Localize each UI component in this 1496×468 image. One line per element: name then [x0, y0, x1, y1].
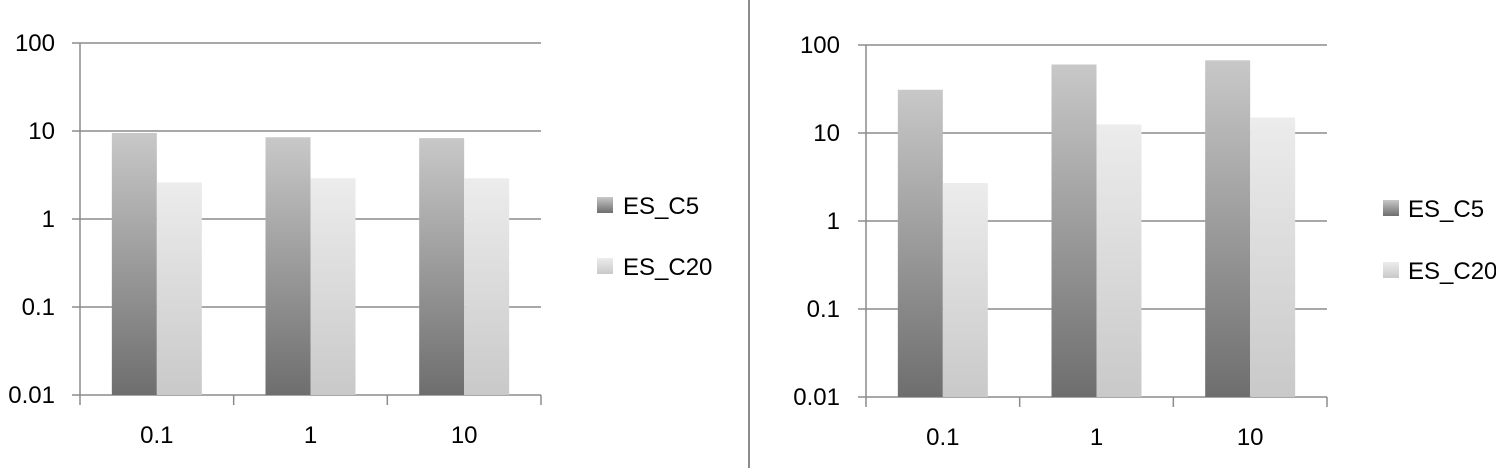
y-tick-label: 0.1: [22, 294, 55, 321]
x-tick-label: 0.1: [140, 422, 173, 449]
legend-label: ES_C20: [623, 254, 712, 281]
legend-swatch: [597, 258, 613, 274]
bar-es-c20-0.1: [942, 183, 988, 397]
x-tick-label: 1: [304, 422, 317, 449]
legend-swatch: [1383, 200, 1399, 216]
y-tick-label: 0.01: [793, 384, 840, 411]
y-tick-label: 10: [813, 120, 840, 147]
y-tick-label: 10: [28, 118, 55, 145]
y-tick-label: 100: [800, 32, 840, 59]
y-tick-label: 1: [42, 206, 55, 233]
legend-swatch: [1383, 262, 1399, 278]
bar-es-c20-10: [1250, 117, 1296, 397]
bar-es-c5-10: [419, 138, 465, 395]
legend-label: ES_C5: [623, 193, 699, 220]
x-tick-label: 10: [1237, 424, 1264, 451]
bar-es-c5-1: [1051, 64, 1097, 397]
y-tick-label: 1: [827, 208, 840, 235]
bar-es-c20-10: [464, 178, 510, 395]
bar-es-c5-1: [265, 137, 311, 396]
x-tick-label: 1: [1090, 424, 1103, 451]
bar-es-c20-0.1: [156, 182, 202, 395]
y-tick-label: 0.01: [8, 382, 55, 409]
x-tick-label: 0.1: [926, 424, 959, 451]
bar-es-c5-0.1: [897, 89, 943, 398]
bar-es-c5-10: [1205, 60, 1251, 397]
legend-label: ES_C20: [1408, 258, 1496, 285]
chart-panel-right: 100 10 1 0.1 0.01 0.1 1 10 ES_C5 ES_C20: [793, 32, 1496, 451]
chart-panel-left: 100 10 1 0.1 0.01 0.1 1 10 ES_C5 ES_C20: [8, 30, 712, 449]
bar-es-c20-1: [310, 178, 356, 395]
x-tick-label: 10: [451, 422, 478, 449]
legend-swatch: [597, 197, 613, 213]
bar-es-c20-1: [1096, 124, 1142, 397]
y-tick-label: 100: [15, 30, 55, 57]
y-tick-label: 0.1: [807, 296, 840, 323]
legend-label: ES_C5: [1408, 196, 1484, 223]
bar-es-c5-0.1: [111, 132, 157, 395]
